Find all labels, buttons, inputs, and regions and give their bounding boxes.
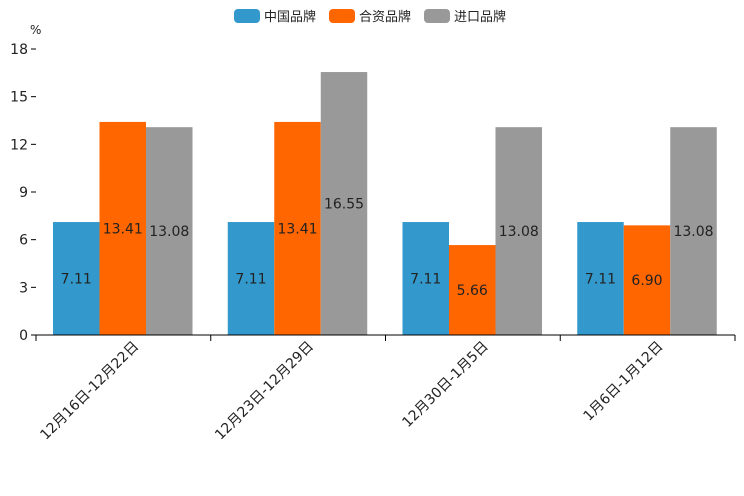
legend-label: 合资品牌 xyxy=(359,9,411,25)
legend-swatch xyxy=(234,9,260,23)
bar-1-1 xyxy=(53,222,100,335)
data-label: 7.11 xyxy=(410,272,441,288)
x-category-label: 1月6日-1月12日 xyxy=(580,339,666,425)
bar-1-2 xyxy=(99,121,146,336)
bars-group xyxy=(53,72,717,336)
bar-2-1 xyxy=(227,222,275,335)
legend-label: 进口品牌 xyxy=(454,9,506,25)
y-tick-label: 18 xyxy=(10,42,28,58)
data-label: 13.08 xyxy=(673,224,713,240)
legend-swatch xyxy=(329,9,355,23)
data-label: 13.08 xyxy=(499,224,539,240)
x-category-label: 12月30日-1月5日 xyxy=(399,339,491,431)
data-label: 13.08 xyxy=(149,224,189,240)
x-category-label: 12月23日-12月29日 xyxy=(212,339,317,444)
data-label: 13.41 xyxy=(103,221,143,237)
y-tick-label: 0 xyxy=(19,328,28,344)
data-label: 6.90 xyxy=(631,273,662,289)
data-label: 16.55 xyxy=(324,197,364,213)
legend-label: 中国品牌 xyxy=(264,9,316,25)
y-tick-label: 3 xyxy=(19,280,28,296)
y-axis-unit-label: % xyxy=(30,23,41,37)
bar-4-2 xyxy=(623,225,671,335)
bar-1-3 xyxy=(146,127,193,335)
bar-3-1 xyxy=(402,222,449,335)
data-label: 7.11 xyxy=(585,272,616,288)
data-label: 7.11 xyxy=(235,272,266,288)
legend-swatch xyxy=(424,9,450,23)
bar-3-2 xyxy=(449,245,496,335)
y-tick-label: 9 xyxy=(19,185,28,201)
x-category-label: 12月16日-12月22日 xyxy=(37,339,142,444)
x-axis: 12月16日-12月22日 12月23日-12月29日 12月30日-1月5日 1月6… xyxy=(35,335,736,444)
data-label: 13.41 xyxy=(277,221,317,237)
bar-2-2 xyxy=(274,121,321,336)
data-label: 7.11 xyxy=(61,272,92,288)
y-tick-label: 15 xyxy=(10,90,28,106)
legend: 中国品牌 合资品牌 进口品牌 xyxy=(234,9,506,25)
y-axis: 0 3 6 9 12 15 18 xyxy=(10,42,36,344)
y-tick-label: 6 xyxy=(19,233,28,249)
bar-3-3 xyxy=(495,127,542,335)
bar-4-3 xyxy=(670,127,717,335)
bar-2-3 xyxy=(320,72,368,336)
data-label: 5.66 xyxy=(457,283,488,299)
data-labels-group: 7.11 13.41 13.08 7.11 13.41 16.55 7.11 5.66 13.0… xyxy=(61,197,714,300)
y-tick-label: 12 xyxy=(10,137,28,153)
bar-4-1 xyxy=(577,222,624,335)
